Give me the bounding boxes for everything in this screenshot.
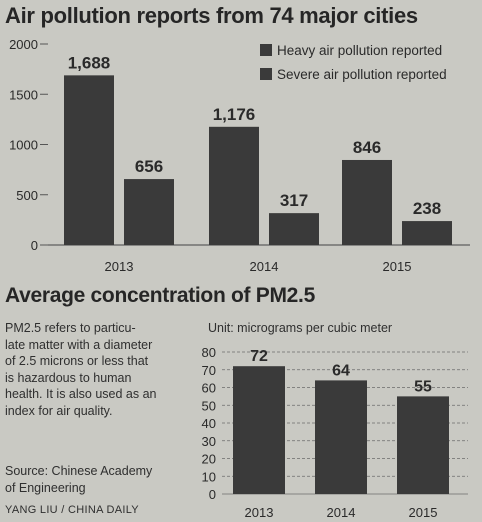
description-line: index for air quality. <box>5 403 113 418</box>
bar-pm25-2013 <box>233 366 285 494</box>
data-label: 846 <box>353 138 381 157</box>
source-note: Source: Chinese Academy of Engineering <box>5 463 205 496</box>
description-line: of 2.5 microns or less that <box>5 354 149 368</box>
source-line: of Engineering <box>5 480 86 495</box>
y-tick-label: 0 <box>31 238 38 253</box>
bar-heavy-2015 <box>342 159 392 245</box>
chart-title-reports: Air pollution reports from 74 major citi… <box>5 3 418 28</box>
chart-title-pm25: Average concentration of PM2.5 <box>5 284 315 307</box>
unit-label: Unit: micrograms per cubic meter <box>208 321 393 335</box>
x-tick-label: 2014 <box>250 259 279 274</box>
y-tick-label: 1000 <box>9 138 38 153</box>
y-tick-label: 2000 <box>9 37 38 52</box>
y-tick-label: 0 <box>209 487 216 502</box>
y-tick-label: 30 <box>202 434 216 449</box>
y-tick-label: 50 <box>202 398 216 413</box>
legend-swatch <box>260 44 272 56</box>
x-tick-label: 2015 <box>409 505 438 520</box>
y-tick-label: 10 <box>202 469 216 484</box>
data-label: 1,176 <box>213 105 256 124</box>
y-tick-label: 60 <box>202 381 216 396</box>
bar-pm25-2014 <box>315 380 367 494</box>
data-label: 72 <box>250 348 268 365</box>
x-tick-label: 2013 <box>105 259 134 274</box>
legend-entry: Severe air pollution reported <box>277 67 447 82</box>
x-tick-label: 2014 <box>327 505 356 520</box>
bar-severe-2013 <box>124 179 174 245</box>
description-line: late matter with a diameter <box>5 337 153 352</box>
credit-line: YANG LIU / CHINA DAILY <box>5 504 139 516</box>
description-line: PM2.5 refers to particu- <box>5 321 136 335</box>
description-line: is hazardous to human <box>5 370 132 385</box>
y-tick-label: 40 <box>202 416 216 431</box>
data-label: 64 <box>332 362 350 379</box>
bar-severe-2015 <box>402 221 452 245</box>
pm25-description: PM2.5 refers to particu- late matter wit… <box>5 320 205 419</box>
source-line: Source: Chinese Academy <box>5 464 153 478</box>
bar-heavy-2013 <box>64 75 114 245</box>
y-tick-label: 80 <box>202 345 216 360</box>
y-tick-label: 70 <box>202 363 216 378</box>
data-label: 55 <box>414 378 432 395</box>
data-label: 317 <box>280 191 308 210</box>
data-label: 656 <box>135 157 163 176</box>
legend-entry: Heavy air pollution reported <box>277 43 442 58</box>
x-tick-label: 2015 <box>383 259 412 274</box>
data-label: 1,688 <box>68 53 111 72</box>
bar-heavy-2014 <box>209 126 259 245</box>
description-line: health. It is also used as an <box>5 387 157 401</box>
legend-swatch <box>260 68 272 80</box>
bar-severe-2014 <box>269 213 319 245</box>
x-tick-label: 2013 <box>245 505 274 520</box>
data-label: 238 <box>413 199 441 218</box>
bar-pm25-2015 <box>397 396 449 494</box>
y-tick-label: 20 <box>202 452 216 467</box>
y-tick-label: 500 <box>16 188 38 203</box>
y-tick-label: 1500 <box>9 87 38 102</box>
pollution-reports-chart: 0 500 1000 1500 2000 1,688 656 2013 1,176 317 2014… <box>9 37 470 274</box>
